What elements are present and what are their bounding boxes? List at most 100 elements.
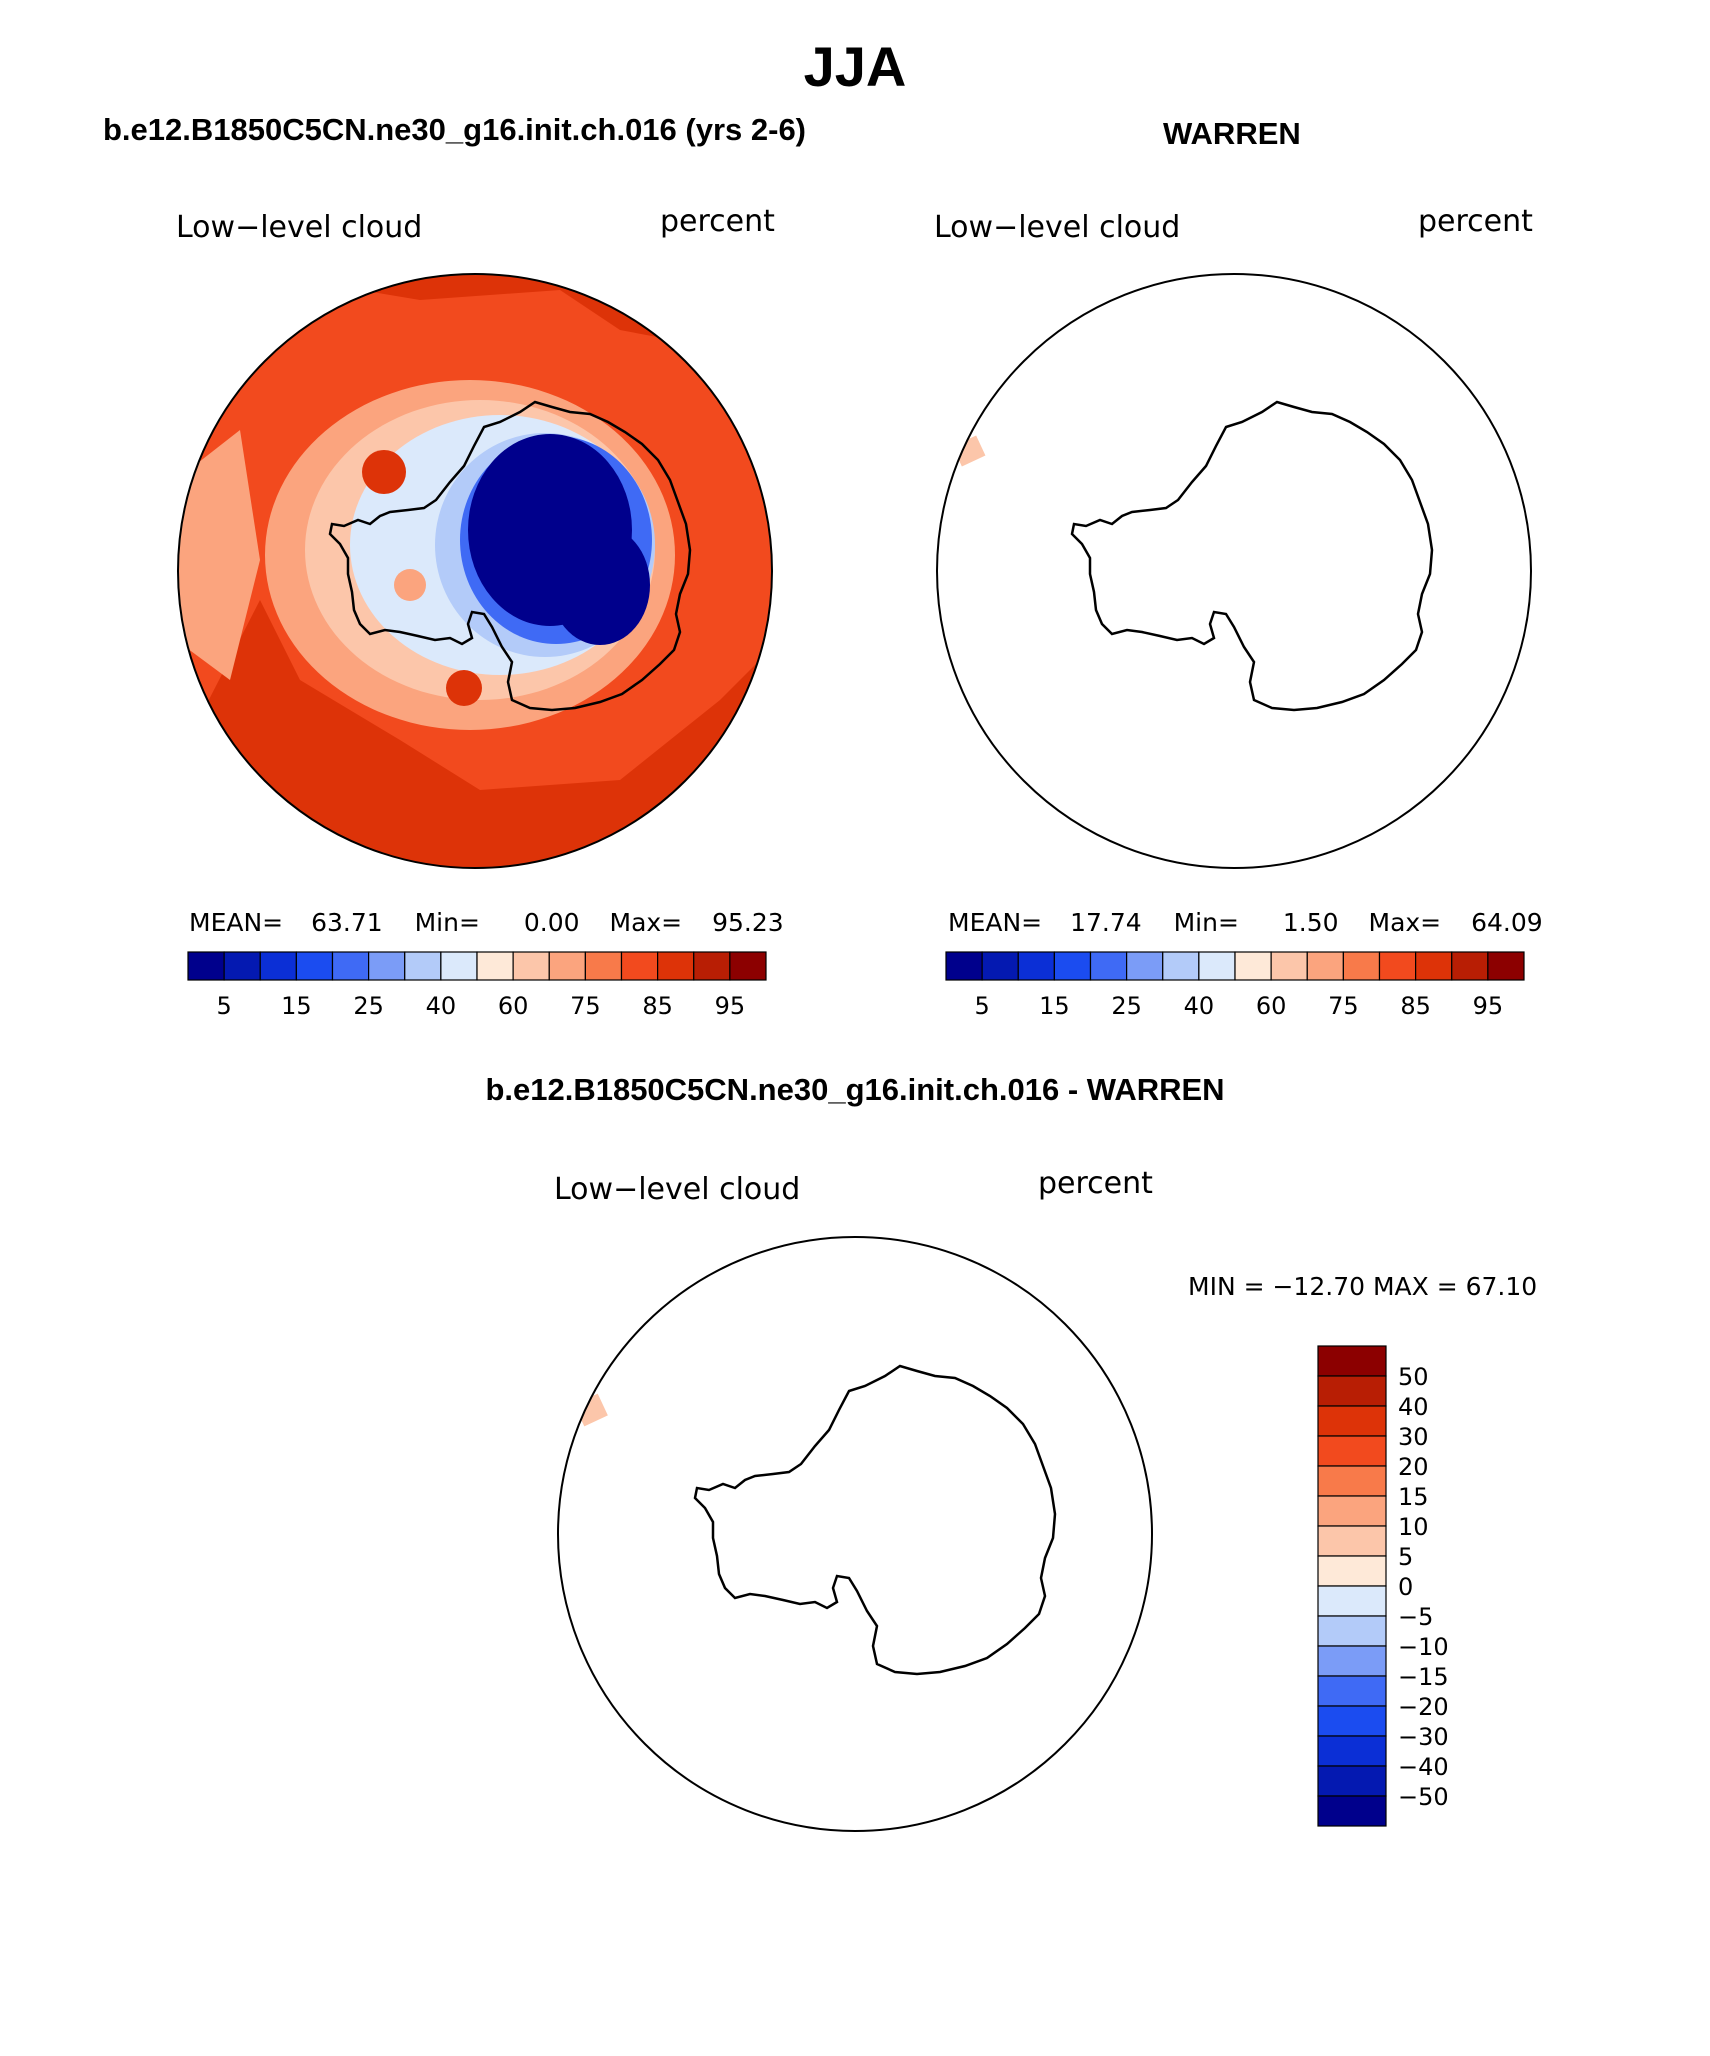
colorbar-tick-label: 5 (974, 992, 989, 1020)
colorbar-tick-label: 85 (642, 992, 673, 1020)
max-label: Max= (1368, 908, 1442, 937)
colorbar-box (1317, 1615, 1387, 1647)
colorbar-tick-label: 25 (353, 992, 384, 1020)
colorbar-tick-label: −30 (1398, 1723, 1449, 1751)
minmax-diff: MIN = −12.70 MAX = 67.10 (1188, 1272, 1538, 1301)
colorbar-box (1317, 1645, 1387, 1677)
colorbar-tick-label: 75 (1328, 992, 1359, 1020)
colorbar-tick-label: 95 (715, 992, 746, 1020)
min-value: 0.00 (523, 908, 580, 937)
colorbar-box (620, 951, 659, 981)
colorbar-box (1017, 951, 1055, 981)
mean-label: MEAN= (189, 908, 284, 937)
colorbar-box (1234, 951, 1272, 981)
colorbar-box (1317, 1765, 1387, 1797)
units-label-diff: percent (1038, 1166, 1153, 1201)
mean-value: 17.74 (1070, 908, 1142, 937)
colorbar-box (1306, 951, 1344, 981)
colorbar-box (1317, 1585, 1387, 1617)
colorbar-tick-label: 15 (1039, 992, 1070, 1020)
colorbar-tick-label: −10 (1398, 1633, 1449, 1661)
colorbar-box (1342, 951, 1381, 981)
variable-label-model: Low−level cloud (176, 210, 423, 245)
figure-title: JJA (803, 35, 907, 98)
colorbar-tick-label: 5 (216, 992, 231, 1020)
colorbar-tick-label: 5 (1398, 1543, 1413, 1571)
min-label: Min= (414, 908, 480, 937)
colorbar-box (693, 951, 731, 981)
colorbar-box (1270, 951, 1308, 981)
colorbar-tick-label: 40 (1184, 992, 1215, 1020)
units-label-model: percent (660, 204, 775, 239)
colorbar-tick-label: 95 (1473, 992, 1504, 1020)
colorbar-box (295, 951, 334, 981)
colorbar-tick-label: 15 (1398, 1483, 1429, 1511)
colorbar-box (1415, 951, 1453, 981)
colorbar-box (729, 951, 767, 981)
colorbar-box (1317, 1345, 1387, 1377)
colorbar-box (404, 951, 442, 981)
colorbar-box (223, 951, 261, 981)
colorbar-box (1317, 1525, 1387, 1557)
colorbar-box (657, 951, 695, 981)
colorbar-tick-label: 40 (426, 992, 457, 1020)
colorbar-box (1451, 951, 1489, 981)
colorbar-tick-label: 60 (1256, 992, 1287, 1020)
colorbar-tick-label: 25 (1111, 992, 1142, 1020)
colorbar-box (1317, 1375, 1387, 1407)
colorbar-box (945, 951, 983, 981)
max-label: Max= (609, 908, 683, 937)
panel-title-model: b.e12.B1850C5CN.ne30_g16.init.ch.016 (yr… (103, 112, 807, 147)
colorbar-tick-label: −20 (1398, 1693, 1449, 1721)
min-label: Min= (1173, 908, 1239, 937)
colorbar-box (1053, 951, 1092, 981)
colorbar-box (1317, 1435, 1387, 1467)
colorbar-box (440, 951, 478, 981)
colorbar-box (584, 951, 623, 981)
mean-value: 63.71 (311, 908, 383, 937)
stats-obs: MEAN= 17.74 Min= 1.50 Max= 64.09 (948, 908, 1543, 937)
colorbar-tick-label: 75 (570, 992, 601, 1020)
colorbar-box (1126, 951, 1164, 981)
max-value: 64.09 (1471, 908, 1543, 937)
colorbar-box (1162, 951, 1200, 981)
variable-label-obs: Low−level cloud (934, 210, 1181, 245)
colorbar-obs: 5 15 25 40 60 75 85 95 (945, 951, 1525, 1020)
colorbar-box (512, 951, 550, 981)
colorbar-box (259, 951, 297, 981)
colorbar-box (368, 951, 406, 981)
min-value: 1.50 (1282, 908, 1339, 937)
colorbar-box (1317, 1705, 1387, 1737)
colorbar-tick-label: 50 (1398, 1363, 1429, 1391)
colorbar-box (476, 951, 514, 981)
colorbar-tick-label: −50 (1398, 1783, 1449, 1811)
colorbar-tick-label: 30 (1398, 1423, 1429, 1451)
colorbar-tick-label: −15 (1398, 1663, 1449, 1691)
colorbar-box (981, 951, 1019, 981)
colorbar-tick-label: −40 (1398, 1753, 1449, 1781)
map-panel-diff (557, 1236, 1153, 1832)
colorbar-tick-label: 60 (498, 992, 529, 1020)
colorbar-tick-label: 20 (1398, 1453, 1429, 1481)
colorbar-box (1317, 1795, 1387, 1827)
colorbar-box (1089, 951, 1128, 981)
panel-title-diff: b.e12.B1850C5CN.ne30_g16.init.ch.016 - W… (485, 1072, 1225, 1107)
max-value: 95.23 (712, 908, 784, 937)
stats-model: MEAN= 63.71 Min= 0.00 Max= 95.23 (189, 908, 784, 937)
colorbar-tick-label: 10 (1398, 1513, 1429, 1541)
colorbar-tick-label: 0 (1398, 1573, 1413, 1601)
colorbar-tick-label: 85 (1400, 992, 1431, 1020)
colorbar-box (548, 951, 586, 981)
colorbar-box (1317, 1465, 1387, 1497)
panel-title-obs: WARREN (1163, 116, 1301, 151)
colorbar-box (1317, 1735, 1387, 1767)
colorbar-tick-label: 40 (1398, 1393, 1429, 1421)
colorbar-box (331, 951, 370, 981)
map-panel-model (177, 273, 773, 869)
colorbar-box (1317, 1675, 1387, 1707)
colorbar-box (187, 951, 225, 981)
colorbar-box (1317, 1405, 1387, 1437)
variable-label-diff: Low−level cloud (554, 1172, 801, 1207)
